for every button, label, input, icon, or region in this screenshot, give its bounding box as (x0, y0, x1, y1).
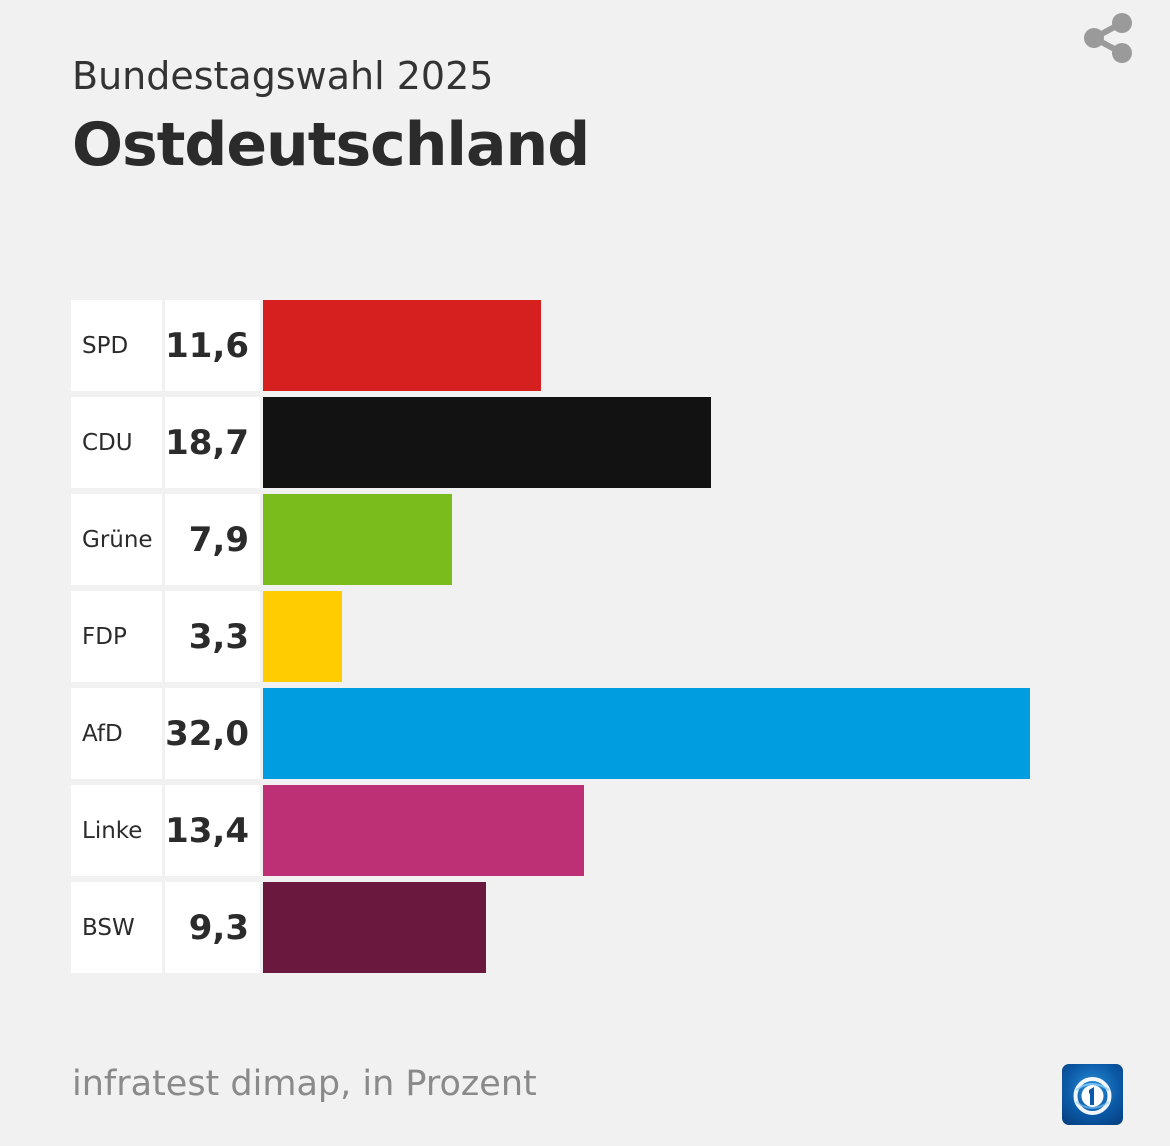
value-label: 11,6 (165, 300, 260, 391)
logo-icon (1073, 1077, 1112, 1115)
source-note: infratest dimap, in Prozent (72, 1064, 537, 1104)
bar-row: BSW 9,3 (71, 882, 1071, 973)
value-label: 3,3 (165, 591, 260, 682)
bar-row: CDU 18,7 (71, 397, 1071, 488)
bar-row: Grüne 7,9 (71, 494, 1071, 585)
bar (263, 882, 486, 973)
bar-row: Linke 13,4 (71, 785, 1071, 876)
party-label: AfD (71, 688, 162, 779)
bar-row: AfD 32,0 (71, 688, 1071, 779)
share-button[interactable] (1080, 10, 1136, 66)
chart-subtitle: Bundestagswahl 2025 (72, 54, 494, 98)
bar (263, 591, 342, 682)
party-label: Grüne (71, 494, 162, 585)
value-label: 7,9 (165, 494, 260, 585)
chart-title: Ostdeutschland (72, 110, 590, 180)
bar (263, 688, 1030, 779)
bar (263, 785, 584, 876)
bar (263, 300, 541, 391)
value-label: 9,3 (165, 882, 260, 973)
bar-row: FDP 3,3 (71, 591, 1071, 682)
value-label: 32,0 (165, 688, 260, 779)
party-label: Linke (71, 785, 162, 876)
bar (263, 397, 711, 488)
party-label: BSW (71, 882, 162, 973)
bar-row: SPD 11,6 (71, 300, 1071, 391)
party-label: CDU (71, 397, 162, 488)
tagesschau-logo (1062, 1064, 1123, 1125)
bar (263, 494, 452, 585)
party-label: FDP (71, 591, 162, 682)
value-label: 13,4 (165, 785, 260, 876)
party-label: SPD (71, 300, 162, 391)
value-label: 18,7 (165, 397, 260, 488)
share-icon (1084, 13, 1132, 63)
